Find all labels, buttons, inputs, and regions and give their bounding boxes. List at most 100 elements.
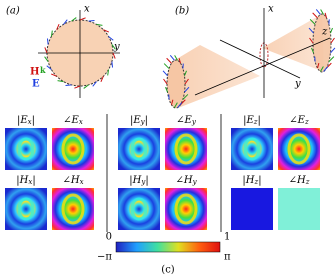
arrow [71,17,77,22]
arrow [166,57,172,64]
colorbar-label: 1 [224,232,230,243]
arrow [169,55,175,61]
field-maps: |Ex| ∠Ex |Ey| ∠Ey |Ez| ∠Ez|Hx| ∠Hx |Hy| ∠Hy |Hz| ∠… [5,115,320,230]
label-part: |H [16,175,28,186]
arrow [103,29,110,33]
label-part: | [258,115,261,126]
arrow [309,37,314,44]
field-map [5,128,47,170]
arrow [111,61,114,68]
label-part: x [80,178,84,186]
label-part: |E [243,115,254,126]
map-pattern [174,133,198,165]
map-label: |Ex| [17,115,35,127]
arrow [107,69,110,76]
map-pattern [61,133,85,165]
panel-b: (b) x z y [166,4,332,109]
arrow [108,36,114,41]
panel-a: (a) x y H k E [6,4,120,98]
map-pattern [17,137,35,161]
map-pattern [61,193,85,225]
panel-label: (c) [161,265,175,276]
arrow [92,81,97,87]
field-map [231,188,273,230]
arrow [184,86,190,93]
ring [166,59,186,109]
label-part: z [305,178,310,186]
panel-label: (b) [175,6,189,17]
label-part: |E [130,115,141,126]
arrow [180,99,186,106]
label-part: ∠H [175,175,192,186]
axis-label: x [84,4,90,15]
arrow [162,70,168,77]
map-label: ∠Ey [176,115,197,127]
arrow [165,87,169,93]
arrow [65,84,72,87]
arrow [320,9,324,15]
arrow [74,85,81,89]
label-part: y [140,178,146,186]
arrow [178,58,181,64]
field-arrows [44,9,336,108]
label-part: | [145,175,148,186]
label-part: z [253,118,258,126]
label-part: z [304,118,309,126]
arrow [320,66,324,72]
arrow [312,12,318,19]
label-part: z [254,178,259,186]
arrow [63,19,68,25]
arrow [100,76,104,83]
arrow [56,23,60,30]
arrow [309,19,316,25]
arrow [46,38,49,45]
map-label: |Ez| [243,115,261,127]
arrow [329,27,333,34]
map-pattern [17,197,35,221]
arrow [111,44,116,50]
colorbar-label: 0 [106,232,112,243]
axis-label: z [321,27,328,38]
arrow [183,70,187,76]
arrow [182,94,189,100]
map-label: ∠Hx [62,175,83,187]
colorbar-label: −π [97,252,112,263]
cone [262,14,324,72]
colorbar-label: π [224,252,231,263]
field-label: H [30,67,39,78]
label-part: ∠H [62,175,79,186]
label-part: y [192,178,198,186]
label-part: | [145,115,148,126]
label-part: y [140,118,146,126]
ring [312,13,332,73]
axis [219,39,301,79]
field-map [231,128,273,170]
panel-label: (a) [6,6,20,17]
map-pattern [130,137,148,161]
cone [175,45,260,108]
axis-label: x [268,4,274,15]
arrow [330,47,336,54]
arrow [44,56,49,62]
map-pattern [243,137,261,161]
map-label: |Hx| [16,175,35,187]
map-label: |Ey| [130,115,148,127]
map-pattern [130,197,148,221]
arrow [112,52,116,59]
label-part: x [28,118,32,126]
arrow [174,55,178,61]
arrow [323,66,329,72]
label-part: x [28,178,32,186]
colorbar-gradient [115,241,221,253]
label-part: |H [242,175,254,186]
label-part: | [258,175,261,186]
arrow [88,19,95,22]
arrow [163,63,170,69]
arrow [83,84,89,89]
map-pattern [287,133,311,165]
arrow [96,23,103,26]
arrow [163,78,168,85]
field-map [5,188,47,230]
arrow [57,80,64,83]
label-part: | [32,175,35,186]
